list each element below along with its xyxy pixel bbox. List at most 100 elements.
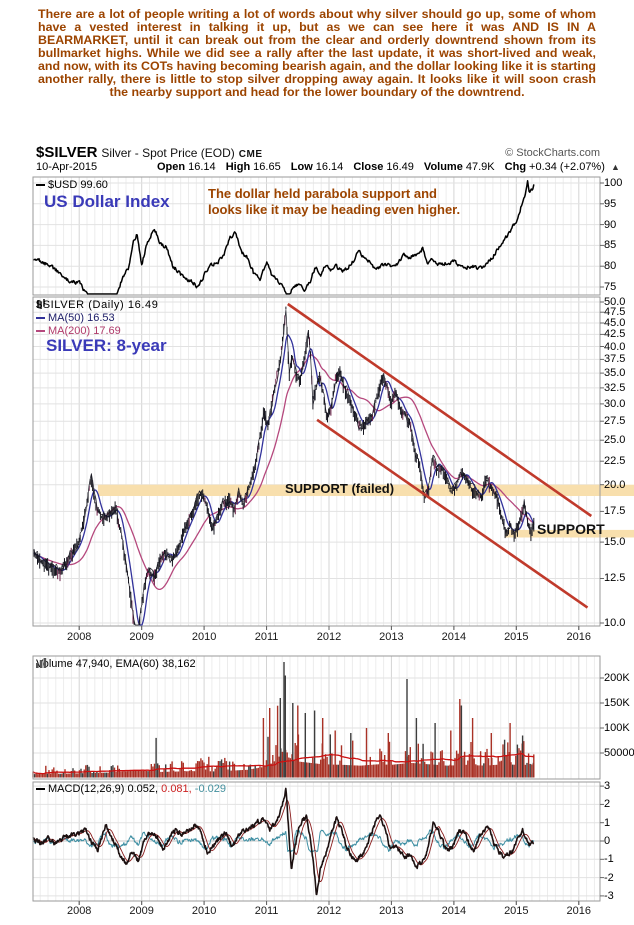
x-tick-label: 2009 <box>129 631 154 643</box>
y-tick-label: 42.5 <box>604 328 626 341</box>
y-tick-label: 15.0 <box>604 536 626 549</box>
y-tick-label: 10.0 <box>604 616 626 629</box>
y-tick-label: 35.0 <box>604 367 626 380</box>
chart-header: $SILVER Silver - Spot Price (EOD) CME <box>36 144 263 162</box>
volume-label: Volume <box>423 161 463 173</box>
volume-value: 47.9K <box>465 161 495 173</box>
y-tick-label: 12.5 <box>604 572 626 585</box>
y-tick-label: -3 <box>604 889 614 902</box>
y-tick-label: 50.0 <box>604 296 626 308</box>
y-tick-label: 150K <box>604 697 630 709</box>
y-tick-label: 27.5 <box>604 415 626 428</box>
x-tick-label: 2015 <box>504 631 529 643</box>
chg-value: +0.34 (+2.07%) <box>529 161 605 173</box>
y-tick-label: 100 <box>604 177 623 189</box>
y-tick-label: -2 <box>604 871 614 884</box>
symbol-description: Silver - Spot Price (EOD) <box>101 146 235 160</box>
candlestick-icon <box>37 299 45 309</box>
silver-legend-text: $SILVER (Daily) 16.49 <box>36 299 159 311</box>
x-tick-label: 2014 <box>441 631 467 643</box>
y-tick-label: 0 <box>604 835 611 847</box>
chg-label: Chg <box>504 161 527 173</box>
volume-legend: Volume 47,940, EMA(60) 38,162 <box>36 658 196 670</box>
support-label: SUPPORT <box>537 521 605 537</box>
y-tick-label: 50000 <box>604 747 634 759</box>
y-tick-label: 95 <box>604 197 617 210</box>
exchange: CME <box>238 149 263 160</box>
x-tick-label: 2016 <box>566 631 591 643</box>
x-tick-label: 2011 <box>254 631 279 643</box>
x-tick-label: 2013 <box>379 905 404 917</box>
y-tick-label: 100K <box>604 722 630 734</box>
stockcharts-copyright-link[interactable]: © StockCharts.com <box>505 147 600 159</box>
ma200-legend: MA(200) 17.69 <box>36 325 121 337</box>
y-tick-label: 85 <box>604 239 617 252</box>
usd-legend-text: $USD 99.60 <box>48 179 108 191</box>
y-tick-label: 45.0 <box>604 317 626 329</box>
macd-value: 0.052, <box>127 783 159 795</box>
usd-annotation-line1: The dollar held parabola support and <box>208 186 437 201</box>
ma50-legend: MA(50) 16.53 <box>36 312 115 324</box>
volume-legend-text: Volume 47,940, EMA(60) 38,162 <box>36 658 196 670</box>
y-tick-label: 37.5 <box>604 353 626 366</box>
high-value: 16.65 <box>253 161 281 173</box>
y-tick-label: 25.0 <box>604 434 626 447</box>
y-tick-label: 2 <box>604 798 611 811</box>
support-failed-label: SUPPORT (failed) <box>285 481 395 496</box>
low-value: 16.14 <box>315 161 344 173</box>
quote-date: 10-Apr-2015 <box>36 161 98 173</box>
y-tick-label: 32.5 <box>604 381 626 394</box>
silver-legend: $SILVER (Daily) 16.49 <box>36 299 158 311</box>
ma50-line-swatch-icon <box>36 317 45 320</box>
low-label: Low <box>290 161 313 173</box>
ma200-legend-text: MA(200) 17.69 <box>48 325 121 337</box>
usd-annotation-line2: looks like it may be heading even higher… <box>208 201 461 217</box>
x-tick-label: 2014 <box>441 905 467 917</box>
up-triangle-icon: ▲ <box>610 162 620 172</box>
symbol: $SILVER <box>36 144 98 161</box>
x-tick-label: 2011 <box>254 905 279 917</box>
y-tick-label: 40.0 <box>604 340 626 353</box>
y-tick-label: 200K <box>604 672 630 684</box>
bar-chart-icon <box>36 658 47 668</box>
usd-annotation: The dollar held parabola support and loo… <box>208 186 460 217</box>
usd-panel-title: US Dollar Index <box>44 192 170 211</box>
high-label: High <box>225 161 251 173</box>
ma50-legend-text: MA(50) 16.53 <box>48 312 115 324</box>
usd-line-swatch-icon <box>36 184 45 187</box>
y-tick-label: 80 <box>604 260 617 273</box>
y-tick-label: 1 <box>604 816 611 829</box>
commentary-text: There are a lot of people writing a lot … <box>38 7 596 99</box>
quote-row: Open 16.14 High 16.65 Low 16.14 Close 16.49 … <box>150 161 620 173</box>
macd-line-swatch-icon <box>36 788 45 791</box>
x-tick-label: 2013 <box>379 631 404 643</box>
x-tick-label: 2008 <box>66 631 92 643</box>
usd-legend: $USD 99.60 <box>36 179 108 191</box>
x-tick-label: 2016 <box>566 905 591 917</box>
macd-signal-value: 0.081, <box>161 783 192 795</box>
close-label: Close <box>353 161 384 173</box>
ma200-line-swatch-icon <box>36 330 45 333</box>
open-label: Open <box>157 161 186 173</box>
x-tick-label: 2008 <box>66 905 92 917</box>
macd-hist-value: -0.029 <box>194 783 226 795</box>
x-tick-label: 2012 <box>316 905 342 917</box>
x-tick-label: 2009 <box>129 905 154 917</box>
macd-name: MACD(12,26,9) <box>48 783 125 795</box>
y-tick-label: 47.5 <box>604 306 626 319</box>
y-tick-label: 17.5 <box>604 505 626 518</box>
close-value: 16.49 <box>386 161 414 173</box>
open-value: 16.14 <box>188 161 216 173</box>
x-tick-label: 2015 <box>504 905 529 917</box>
y-tick-label: -1 <box>604 853 614 866</box>
y-tick-label: 75 <box>604 281 617 293</box>
x-tick-label: 2010 <box>191 631 217 643</box>
y-tick-label: 30.0 <box>604 397 626 410</box>
y-tick-label: 3 <box>604 780 611 793</box>
y-tick-label: 90 <box>604 218 617 231</box>
macd-legend: MACD(12,26,9) 0.052, 0.081, -0.029 <box>36 783 226 795</box>
x-tick-label: 2010 <box>191 905 217 917</box>
y-tick-label: 20.0 <box>604 478 626 491</box>
